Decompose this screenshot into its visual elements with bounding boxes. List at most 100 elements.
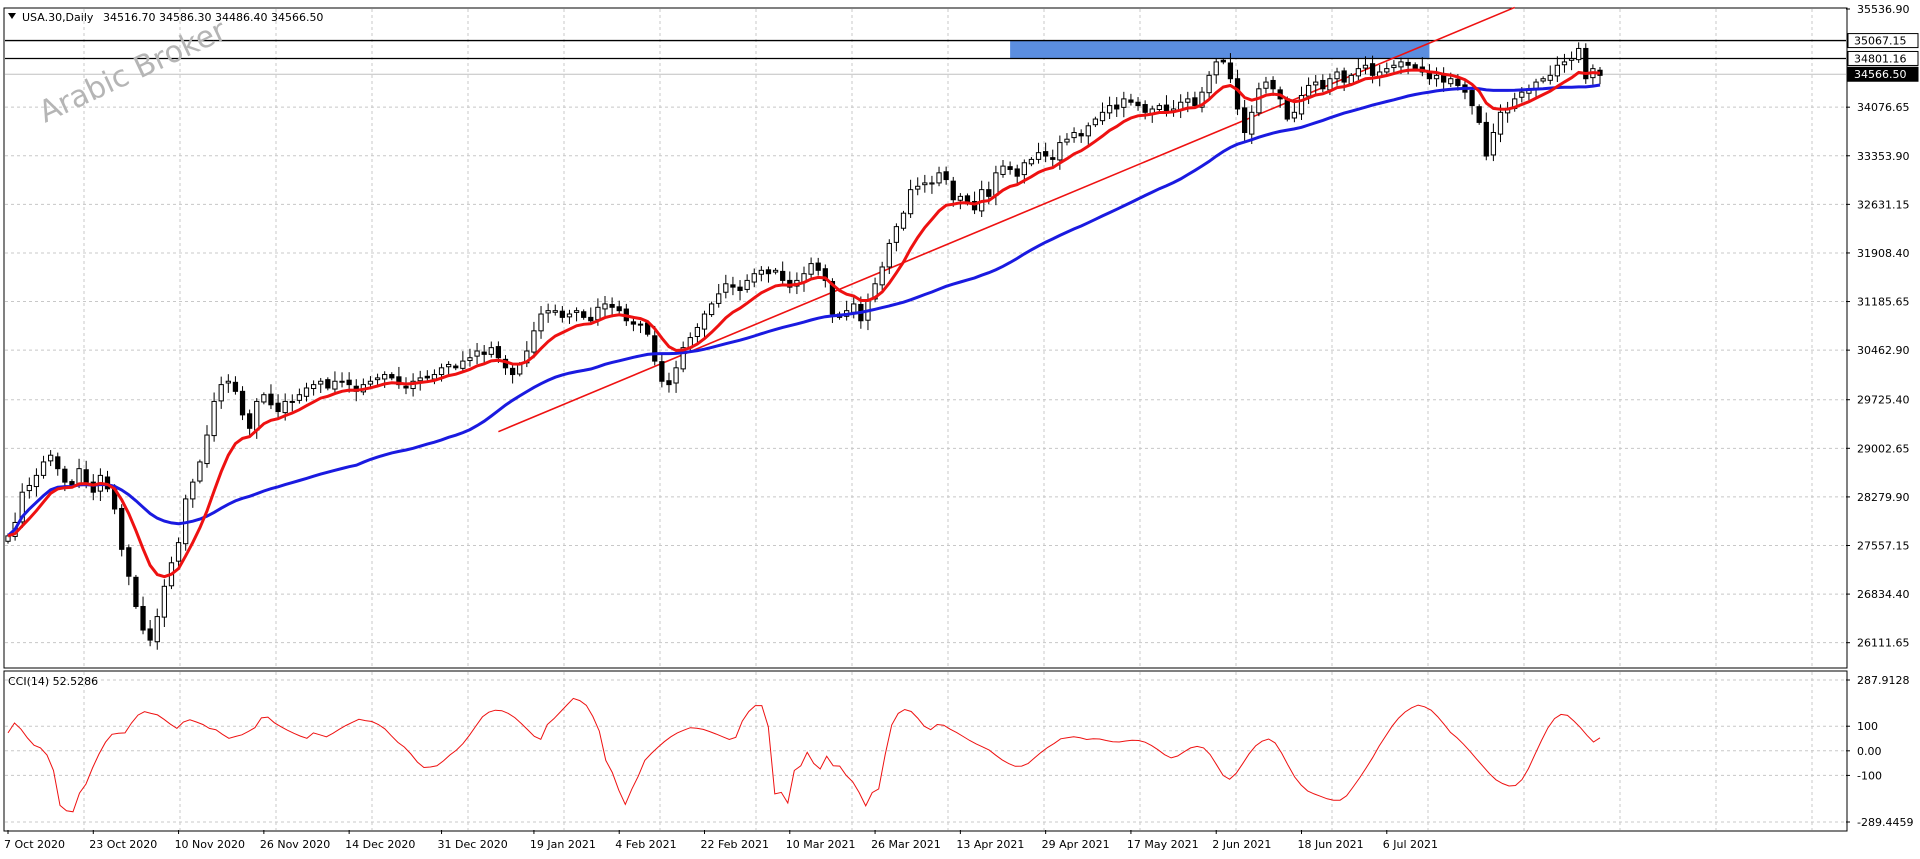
- candle-body[interactable]: [1455, 78, 1461, 86]
- candle-body[interactable]: [389, 374, 395, 379]
- candle-body[interactable]: [1099, 111, 1106, 122]
- candle-body[interactable]: [1135, 101, 1141, 107]
- candle-body[interactable]: [1270, 79, 1276, 90]
- candle-body[interactable]: [879, 266, 885, 286]
- candle-body[interactable]: [929, 182, 935, 185]
- candle-body[interactable]: [367, 380, 374, 385]
- candle-body[interactable]: [1156, 105, 1162, 111]
- price-axis[interactable]: 35536.90 34076.65 33353.90 32631.15 31908.40…: [1846, 3, 1919, 650]
- candle-body[interactable]: [1497, 111, 1504, 135]
- current-price-tag[interactable]: [1847, 66, 1919, 82]
- candle-body[interactable]: [957, 195, 963, 201]
- candle-body[interactable]: [1014, 168, 1020, 177]
- candle-body[interactable]: [204, 434, 210, 465]
- candle-body[interactable]: [488, 347, 494, 355]
- candle-body[interactable]: [673, 367, 679, 384]
- candle-body[interactable]: [1092, 118, 1099, 126]
- candle-body[interactable]: [545, 310, 551, 314]
- candle-body[interactable]: [808, 263, 814, 275]
- candle-body[interactable]: [239, 390, 246, 416]
- candle-body[interactable]: [758, 269, 764, 275]
- candle-body[interactable]: [907, 189, 914, 215]
- candle-body[interactable]: [772, 269, 779, 273]
- candle-body[interactable]: [76, 468, 82, 485]
- candle-body[interactable]: [893, 226, 900, 243]
- candle-body[interactable]: [1355, 68, 1361, 77]
- candle-body[interactable]: [1256, 88, 1262, 114]
- candle-body[interactable]: [943, 171, 949, 181]
- candle-body[interactable]: [1050, 157, 1056, 160]
- candle-body[interactable]: [446, 363, 452, 368]
- candle-body[interactable]: [1298, 95, 1305, 115]
- candle-body[interactable]: [1078, 133, 1084, 137]
- candle-body[interactable]: [431, 374, 438, 380]
- candle-body[interactable]: [1199, 91, 1205, 108]
- candle-body[interactable]: [517, 363, 523, 375]
- candle-body[interactable]: [26, 484, 32, 492]
- candle-body[interactable]: [1576, 47, 1582, 61]
- candle-body[interactable]: [19, 491, 25, 523]
- candle-body[interactable]: [708, 303, 715, 316]
- candle-body[interactable]: [254, 400, 260, 431]
- candle-body[interactable]: [1341, 70, 1347, 83]
- candle-body[interactable]: [62, 468, 68, 483]
- candle-body[interactable]: [1035, 152, 1042, 160]
- candle-body[interactable]: [1483, 121, 1489, 157]
- candle-body[interactable]: [318, 380, 324, 385]
- candle-body[interactable]: [1405, 61, 1411, 66]
- candle-body[interactable]: [986, 189, 992, 197]
- candle-body[interactable]: [1448, 78, 1454, 85]
- candle-body[interactable]: [780, 270, 786, 281]
- level-tag[interactable]: [1847, 50, 1919, 66]
- candle-body[interactable]: [602, 303, 608, 310]
- candle-body[interactable]: [83, 469, 89, 483]
- candle-body[interactable]: [1362, 64, 1369, 69]
- candle-body[interactable]: [616, 306, 622, 312]
- candle-body[interactable]: [1469, 90, 1475, 107]
- candle-body[interactable]: [1021, 162, 1027, 176]
- candle-body[interactable]: [1412, 64, 1418, 70]
- cci-axis[interactable]: 287.9128 100 0.00 -100 -289.4459: [1846, 674, 1913, 829]
- candle-body[interactable]: [147, 628, 153, 641]
- candle-body[interactable]: [289, 400, 295, 403]
- candle-body[interactable]: [822, 268, 828, 281]
- candle-body[interactable]: [1384, 68, 1390, 73]
- dropdown-triangle-icon[interactable]: [8, 13, 16, 19]
- candle-body[interactable]: [161, 585, 167, 618]
- candle-body[interactable]: [310, 384, 317, 390]
- candle-body[interactable]: [509, 367, 516, 376]
- candle-body[interactable]: [730, 284, 736, 288]
- candle-body[interactable]: [1547, 74, 1553, 81]
- candle-body[interactable]: [559, 310, 565, 318]
- candle-body[interactable]: [950, 180, 956, 201]
- candle-body[interactable]: [1433, 74, 1440, 80]
- candle-body[interactable]: [1490, 131, 1497, 156]
- candle-body[interactable]: [851, 303, 857, 313]
- candle-body[interactable]: [1064, 138, 1070, 143]
- candle-body[interactable]: [1313, 81, 1319, 86]
- candle-body[interactable]: [659, 361, 665, 382]
- candle-body[interactable]: [723, 283, 729, 293]
- candle-body[interactable]: [33, 474, 40, 488]
- candle-body[interactable]: [915, 185, 921, 190]
- candle-body[interactable]: [701, 313, 708, 330]
- candle-body[interactable]: [1334, 71, 1340, 80]
- candle-body[interactable]: [382, 374, 388, 380]
- candle-body[interactable]: [1121, 98, 1127, 108]
- candle-body[interactable]: [424, 375, 430, 379]
- candle-body[interactable]: [40, 461, 47, 476]
- candle-body[interactable]: [1320, 79, 1326, 90]
- candle-body[interactable]: [538, 313, 544, 332]
- candle-body[interactable]: [1263, 81, 1269, 89]
- candle-body[interactable]: [716, 293, 722, 304]
- candle-body[interactable]: [680, 347, 686, 370]
- candle-body[interactable]: [1398, 61, 1404, 68]
- candle-body[interactable]: [1213, 61, 1219, 76]
- candle-body[interactable]: [453, 365, 459, 369]
- candle-body[interactable]: [566, 313, 573, 318]
- candle-body[interactable]: [1220, 59, 1226, 63]
- candle-body[interactable]: [417, 377, 423, 382]
- candle-body[interactable]: [1128, 99, 1134, 103]
- candle-body[interactable]: [374, 377, 381, 381]
